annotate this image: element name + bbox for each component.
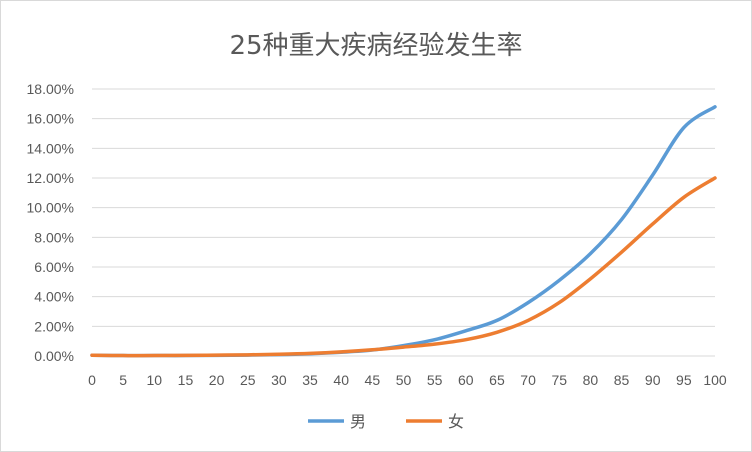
x-tick-label: 40 <box>333 372 349 388</box>
x-tick-label: 85 <box>614 372 630 388</box>
x-tick-label: 0 <box>88 372 96 388</box>
x-tick-label: 90 <box>645 372 661 388</box>
y-tick-label: 0.00% <box>34 348 74 364</box>
legend-label-0: 男 <box>350 412 366 431</box>
y-tick-label: 10.00% <box>27 200 74 216</box>
x-tick-label: 30 <box>271 372 287 388</box>
y-tick-label: 16.00% <box>27 111 74 127</box>
x-tick-labels: 0 5 10 15 20 25 30 35 40 45 50 55 60 65 70 75 80 85 90 95 10… <box>88 372 727 388</box>
x-tick-label: 80 <box>583 372 599 388</box>
y-tick-label: 14.00% <box>27 140 74 156</box>
x-tick-label: 10 <box>147 372 163 388</box>
x-tick-label: 100 <box>703 372 727 388</box>
legend: 男女 <box>308 412 464 431</box>
y-tick-label: 8.00% <box>34 229 74 245</box>
series-line-0 <box>90 105 717 358</box>
x-tick-label: 35 <box>302 372 318 388</box>
x-tick-label: 45 <box>365 372 381 388</box>
x-tick-label: 75 <box>551 372 567 388</box>
x-tick-label: 50 <box>396 372 412 388</box>
y-tick-label: 6.00% <box>34 259 74 275</box>
x-tick-label: 60 <box>458 372 474 388</box>
series-line-1 <box>90 176 717 358</box>
y-tick-labels: 0.00% 2.00% 4.00% 6.00% 8.00% 10.00% 12.00% 14.… <box>27 81 74 364</box>
gridlines <box>92 88 715 327</box>
x-tick-label: 15 <box>178 372 194 388</box>
x-tick-label: 20 <box>209 372 225 388</box>
y-tick-label: 12.00% <box>27 170 74 186</box>
chart-title: 25种重大疾病经验发生率 <box>229 31 522 61</box>
x-tick-label: 70 <box>520 372 536 388</box>
y-tick-label: 4.00% <box>34 289 74 305</box>
x-tick-label: 55 <box>427 372 443 388</box>
x-tick-label: 5 <box>119 372 127 388</box>
y-tick-label: 2.00% <box>34 318 74 334</box>
x-tick-label: 25 <box>240 372 256 388</box>
y-tick-label: 18.00% <box>27 81 74 97</box>
series-lines <box>90 105 717 358</box>
legend-label-1: 女 <box>448 412 464 431</box>
x-tick-label: 65 <box>489 372 505 388</box>
x-tick-label: 95 <box>676 372 692 388</box>
